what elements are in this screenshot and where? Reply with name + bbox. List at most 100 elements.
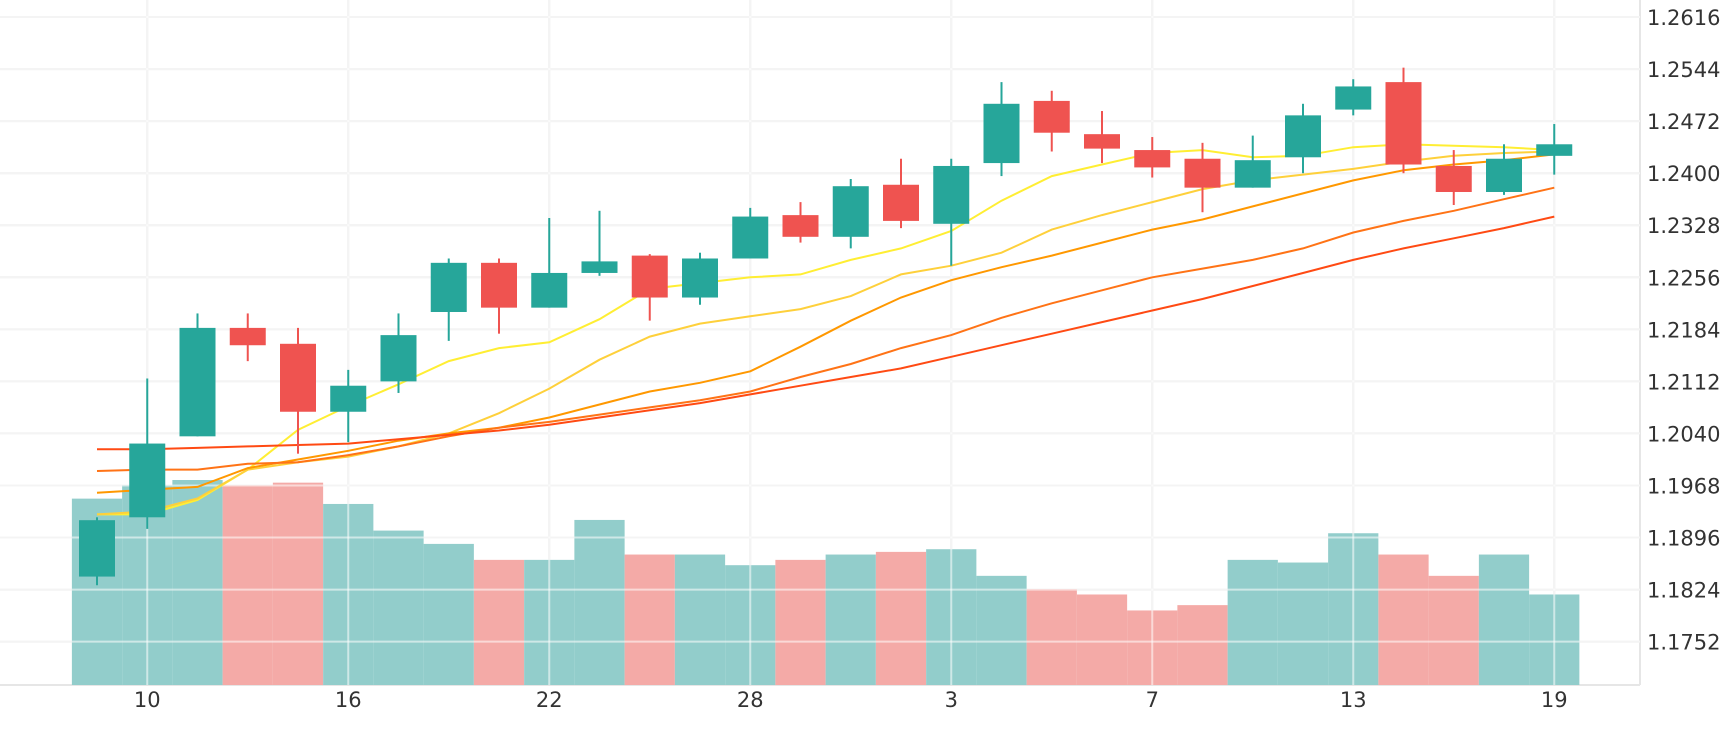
candle — [330, 369, 367, 443]
candle-body — [782, 215, 819, 237]
x-tick-label: 28 — [737, 688, 764, 712]
candle-body — [1033, 100, 1070, 133]
x-tick-label: 3 — [945, 688, 958, 712]
volume-bar — [473, 559, 525, 685]
candle-body — [1435, 165, 1472, 192]
x-tick-label: 10 — [134, 688, 161, 712]
x-tick-label: 19 — [1541, 688, 1568, 712]
y-tick-label: 1.2400 — [1647, 162, 1720, 186]
candle-body — [79, 520, 115, 577]
y-tick-label: 1.2472 — [1647, 110, 1720, 134]
y-axis: 1.2616 1.2544 1.2472 1.2400 1.2328 1.2256 1.21… — [1647, 6, 1720, 655]
candle — [933, 158, 970, 266]
candle-body — [430, 262, 467, 312]
volume-bar — [272, 482, 324, 685]
candle — [481, 258, 517, 334]
volume-bar — [172, 480, 223, 685]
volume-bar — [1378, 554, 1429, 685]
y-tick-label: 1.2328 — [1647, 214, 1720, 238]
x-axis: 10 16 22 28 3 7 13 19 — [134, 688, 1568, 712]
candle — [430, 258, 467, 341]
y-tick-label: 1.1824 — [1647, 579, 1720, 603]
candle-body — [280, 343, 316, 412]
candle-body — [631, 255, 668, 298]
candle-body — [531, 272, 568, 308]
volume-bar — [1478, 554, 1530, 685]
candle-body — [1536, 144, 1573, 156]
moving-average-line — [96, 186, 1555, 472]
candle — [1335, 79, 1372, 116]
candle-body — [983, 103, 1020, 164]
candle-body — [1184, 158, 1221, 188]
candle — [1536, 124, 1573, 175]
candle — [1285, 103, 1321, 174]
candle — [79, 517, 115, 586]
volume-bar — [423, 543, 474, 685]
volume-bar — [674, 554, 726, 685]
volume-bar — [825, 554, 876, 685]
candle — [229, 313, 266, 362]
candle-body — [832, 186, 869, 237]
candle — [682, 252, 718, 305]
volume-bar — [574, 519, 625, 685]
y-tick-label: 1.2616 — [1647, 6, 1720, 30]
candle — [1033, 90, 1070, 152]
candle-body — [1335, 86, 1372, 110]
candle — [380, 313, 417, 393]
volume-bar — [1428, 575, 1479, 685]
volume-bar — [1277, 562, 1329, 685]
y-tick-label: 1.2184 — [1647, 318, 1720, 342]
volume-bars — [71, 480, 1580, 685]
moving-average-line — [96, 150, 1555, 516]
volume-bar — [222, 485, 273, 685]
candle-body — [933, 165, 970, 224]
y-tick-label: 1.2112 — [1647, 370, 1720, 394]
y-tick-label: 1.2040 — [1647, 422, 1720, 446]
y-tick-label: 1.2256 — [1647, 266, 1720, 290]
volume-bar — [1026, 589, 1077, 685]
candle-body — [1084, 134, 1120, 149]
candle-body — [1134, 150, 1171, 168]
candle-body — [1234, 160, 1271, 188]
candle-body — [481, 262, 517, 308]
x-tick-label: 13 — [1340, 688, 1367, 712]
candle — [1134, 137, 1171, 178]
candle-body — [1385, 82, 1422, 165]
volume-bar — [1076, 594, 1128, 685]
candle — [531, 218, 568, 308]
volume-bar — [624, 554, 675, 685]
grid-overlay — [0, 0, 1640, 685]
candle-body — [179, 327, 216, 437]
candle-body — [380, 335, 417, 382]
x-tick-label: 7 — [1146, 688, 1159, 712]
volume-bar — [976, 575, 1027, 685]
candle — [1385, 67, 1422, 174]
candle — [1435, 150, 1472, 205]
candle-body — [581, 261, 618, 273]
candle — [129, 378, 166, 529]
y-tick-label: 1.1752 — [1647, 631, 1720, 655]
candle-body — [229, 327, 266, 346]
candle-body — [330, 385, 367, 412]
moving-average-line — [96, 153, 1555, 494]
candle — [732, 207, 769, 259]
candle — [1234, 135, 1271, 188]
candle — [280, 327, 316, 454]
volume-bar — [775, 559, 826, 685]
moving-average-line — [97, 215, 1555, 451]
candle — [983, 82, 1020, 177]
y-tick-label: 1.1968 — [1647, 474, 1720, 498]
candle — [1486, 144, 1522, 195]
candle — [1184, 142, 1221, 213]
candle — [1084, 111, 1120, 164]
candle-body — [682, 258, 718, 298]
volume-bar — [1177, 605, 1228, 685]
x-tick-label: 22 — [536, 688, 563, 712]
candle — [832, 178, 869, 249]
candle-body — [732, 216, 769, 259]
y-tick-label: 1.1896 — [1647, 527, 1720, 551]
candle — [179, 313, 216, 437]
candle-body — [883, 184, 919, 221]
